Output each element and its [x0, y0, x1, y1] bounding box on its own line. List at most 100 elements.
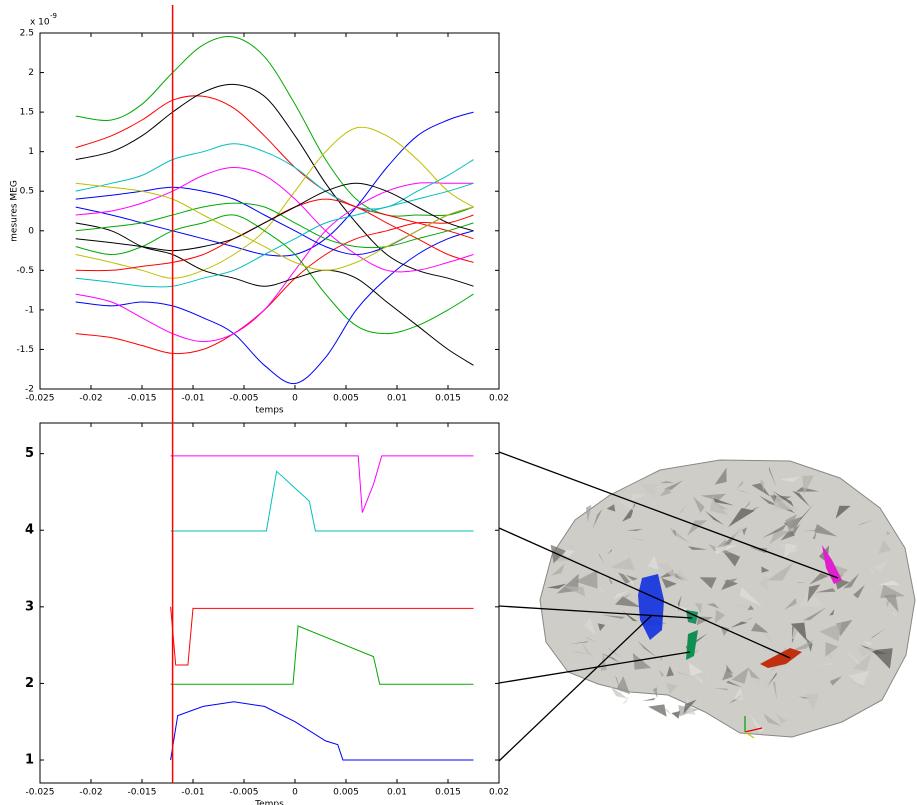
brain-facet [605, 646, 621, 658]
x-axis-label: temps [255, 406, 284, 416]
brain-facet [659, 486, 672, 497]
brain-facet [825, 642, 839, 657]
trace [75, 83, 474, 287]
brain-facet [687, 546, 708, 550]
brain-facet [699, 577, 717, 589]
x-tick-label: 0.015 [435, 394, 461, 404]
trace [170, 701, 474, 761]
brain-facet [621, 593, 632, 601]
x-tick-label: 0.015 [435, 788, 461, 798]
brain-facet [714, 503, 729, 510]
brain-facet [766, 672, 777, 687]
brain-facet [597, 623, 606, 631]
brain-facet [621, 696, 630, 705]
plot: -0.025 -0.02 -0.015 -0.01 -0.005 0 0.005 0.01 0.… [10, 5, 509, 416]
brain-facet [723, 503, 738, 508]
brain-facet [873, 560, 889, 572]
x-tick-label: -0.025 [25, 788, 54, 798]
brain-facet [584, 618, 597, 636]
trace [75, 202, 474, 249]
brain-facet [814, 524, 838, 537]
brain-facet [883, 594, 899, 613]
trace [75, 166, 474, 273]
brain-facet [819, 622, 842, 642]
y-axis-label: mesures MEG [10, 180, 20, 242]
brain-facet [815, 588, 836, 593]
brain-facet [730, 621, 748, 628]
brain-facet [829, 676, 843, 686]
x-tick-label: 0.02 [489, 788, 509, 798]
brain-facet [783, 516, 802, 531]
connectors [498, 451, 839, 762]
brain-facet [780, 476, 801, 483]
x-tick-label: 0.005 [333, 788, 359, 798]
brain-facet [731, 667, 749, 684]
brain-facet [606, 504, 616, 512]
brain-facet [802, 528, 824, 532]
trace [75, 182, 474, 271]
y-tick-label: 2.5 [20, 29, 34, 39]
x-tick-label: 0.005 [333, 394, 359, 404]
axis-multiplier-exponent: -9 [50, 12, 57, 20]
connector [498, 651, 691, 684]
trace [75, 111, 474, 257]
brain-facet [610, 557, 636, 570]
trace [75, 126, 474, 279]
brain-facet [760, 479, 765, 494]
y-tick-label: 1.5 [20, 108, 34, 118]
brain-facet [658, 669, 664, 677]
brain-facet [708, 544, 733, 554]
brain-facet [739, 586, 763, 608]
brain-facet [792, 625, 803, 641]
brain-facet [550, 563, 565, 576]
x-tick-label: 0.01 [387, 788, 407, 798]
brain-facet [581, 641, 595, 658]
trace [170, 470, 474, 532]
brain-facet [812, 531, 817, 540]
y-tick-label: 2 [25, 676, 34, 691]
trace [75, 36, 474, 217]
x-tick-label: 0 [292, 788, 298, 798]
brain-facet [808, 670, 813, 675]
brain-facet [741, 617, 753, 623]
x-tick-label: -0.02 [79, 394, 102, 404]
connector [498, 605, 693, 619]
brain-facet [694, 602, 703, 614]
axis-icon-line [744, 727, 763, 733]
brain-facet [571, 651, 594, 656]
brain-facet [584, 665, 596, 679]
x-axis-label: Temps [254, 800, 284, 805]
brain-facet [736, 480, 744, 489]
brain-facet [714, 467, 727, 485]
x-tick-label: -0.005 [229, 394, 258, 404]
brain-facet [848, 670, 870, 688]
brain-facet [869, 566, 874, 575]
brain-facet [638, 483, 658, 499]
brain-facet [715, 544, 739, 554]
patch-red [760, 648, 802, 668]
brain-facet [666, 682, 678, 694]
brain-facet [786, 527, 795, 533]
y-tick-label: 0.5 [20, 187, 34, 197]
brain-facet [671, 711, 680, 719]
brain-facet [626, 528, 644, 532]
trace [170, 606, 474, 666]
brain-facet [736, 489, 751, 494]
plot: -0.025 -0.02 -0.015 -0.01 -0.005 0 0.005 0.01 0.… [25, 389, 509, 805]
brain-facet [592, 508, 603, 530]
brain-facet [677, 569, 691, 583]
brain-facet [749, 506, 760, 514]
brain-facet [687, 520, 708, 536]
brain-facet [648, 704, 667, 717]
trace [75, 95, 474, 240]
brain-facet [772, 681, 777, 700]
brain-facet [751, 622, 769, 633]
y-tick-label: 4 [25, 523, 34, 538]
brain-facet [692, 673, 704, 684]
y-tick-label: 1 [28, 147, 34, 157]
brain-facet [678, 505, 687, 515]
brain-facet [829, 609, 835, 616]
brain-facet [769, 530, 790, 545]
brain-facet [783, 597, 797, 610]
brain-facet [737, 604, 759, 613]
